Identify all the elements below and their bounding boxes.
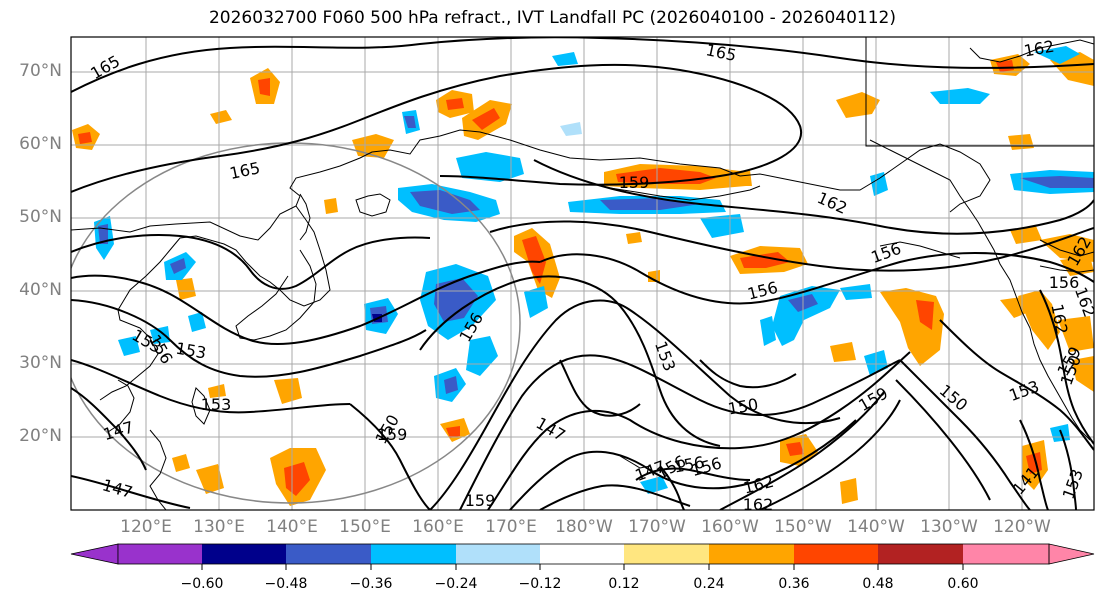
colorbar-bin — [794, 544, 878, 564]
colorbar-extend-max — [1048, 543, 1095, 565]
gridlines — [71, 37, 1094, 510]
colorbar-bin — [456, 544, 540, 564]
contour-label: 153 — [201, 395, 232, 414]
lon-label: 120°W — [993, 517, 1051, 537]
map-frame — [70, 36, 1095, 511]
lat-label: 70°N — [19, 61, 62, 81]
contour-label: 162 — [743, 495, 774, 514]
colorbar-tick-label: −0.36 — [349, 576, 393, 592]
colorbar-bin — [540, 544, 624, 564]
lon-label: 170°W — [628, 517, 686, 537]
colorbar-extend-min — [70, 543, 119, 565]
lon-label: 140°W — [847, 517, 905, 537]
colorbar-bin — [118, 544, 202, 564]
map-background — [71, 37, 1094, 510]
lon-label: 130°W — [920, 517, 978, 537]
lon-label: 150°W — [774, 517, 832, 537]
colorbar-bin — [624, 544, 709, 564]
colorbar-bin — [963, 544, 1049, 564]
colorbar-frame — [117, 543, 1050, 565]
colorbar-tick-label: 0.48 — [862, 576, 894, 592]
lon-label: 170°E — [485, 517, 537, 537]
colorbar-bin — [709, 544, 794, 564]
coastlines — [71, 37, 1094, 510]
colorbar — [70, 543, 1095, 570]
colorbar-bin — [371, 544, 456, 564]
contour-label: 156 — [1049, 273, 1080, 292]
contour-label: 159 — [465, 491, 496, 510]
lon-label: 140°E — [266, 517, 318, 537]
colorbar-tick-label: 0.12 — [608, 576, 640, 592]
lon-label: 160°W — [701, 517, 759, 537]
contour-label: 162 — [1022, 37, 1055, 61]
lon-label: 120°E — [120, 517, 172, 537]
colorbar-tick-label: −0.48 — [264, 576, 308, 592]
lon-label: 160°E — [412, 517, 464, 537]
colorbar-tick-label: 0.24 — [693, 576, 725, 592]
lat-label: 20°N — [19, 426, 62, 446]
contour-label: 159 — [619, 173, 650, 192]
colorbar-bin — [202, 544, 286, 564]
colorbar-bin — [286, 544, 371, 564]
colorbar-tick-label: 0.60 — [947, 576, 979, 592]
chart-title: 2026032700 F060 500 hPa refract., IVT La… — [208, 8, 896, 28]
colorbar-tick-label: −0.24 — [434, 576, 478, 592]
colorbar-tick-label: −0.12 — [518, 576, 562, 592]
colorbar-bin — [878, 544, 963, 564]
colorbar-tick-label: 0.36 — [778, 576, 810, 592]
lon-label: 180°W — [555, 517, 613, 537]
lat-label: 60°N — [19, 134, 62, 154]
lat-label: 40°N — [19, 280, 62, 300]
contour-label: 159 — [377, 425, 408, 444]
lat-label: 50°N — [19, 207, 62, 227]
lat-label: 30°N — [19, 353, 62, 373]
colorbar-tick-label: −0.60 — [180, 576, 224, 592]
lon-label: 130°E — [193, 517, 245, 537]
colorbar-ticks — [201, 564, 964, 570]
positive-patch-group — [72, 52, 1094, 506]
lon-label: 150°E — [339, 517, 391, 537]
